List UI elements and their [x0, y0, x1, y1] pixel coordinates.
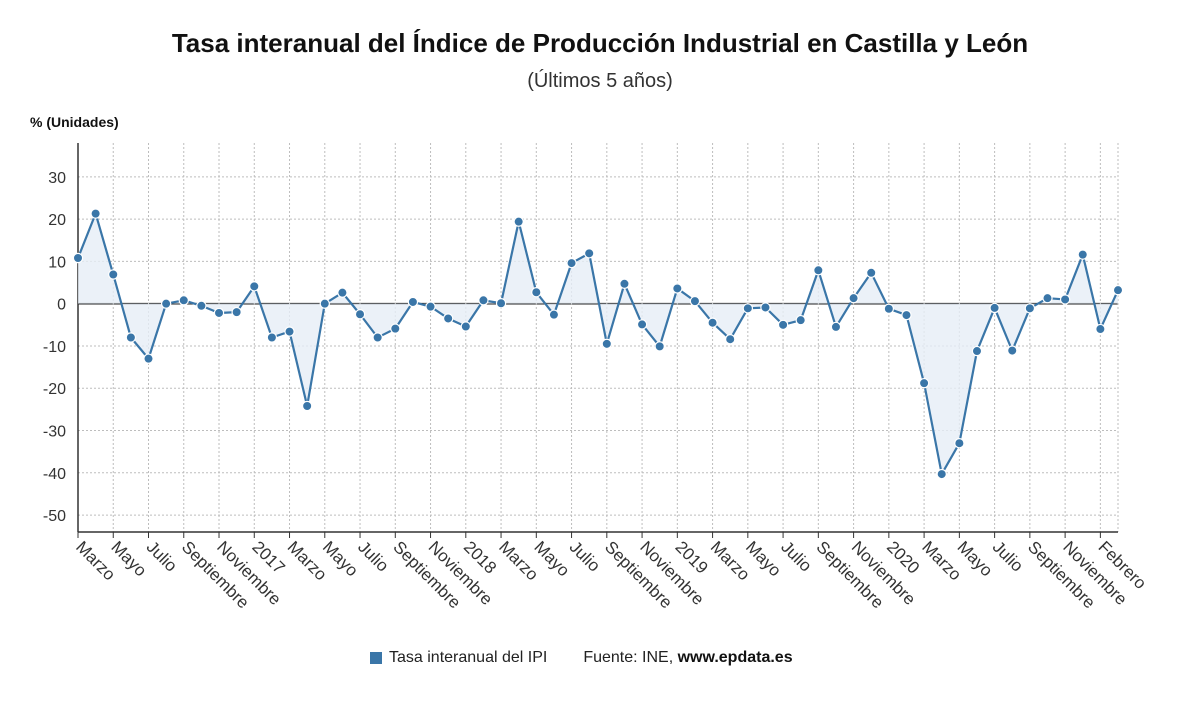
data-point: [337, 287, 348, 298]
data-point: [495, 298, 507, 309]
x-tick-label: Julio: [354, 537, 392, 575]
data-point: [707, 317, 718, 328]
source-site: www.epdata.es: [677, 649, 793, 666]
chart-title: Tasa interanual del Índice de Producción…: [171, 28, 1029, 58]
data-point: [72, 252, 84, 264]
data-point: [213, 307, 225, 319]
y-axis-label: % (Unidades): [30, 114, 119, 130]
series-line: [76, 212, 1120, 476]
data-point: [1059, 294, 1071, 305]
data-point: [143, 353, 154, 364]
data-point: [601, 338, 613, 350]
data-point: [531, 287, 542, 298]
data-point: [566, 257, 577, 269]
data-point: [407, 296, 419, 308]
x-tick-label: Marzo: [72, 537, 119, 584]
data-point: [1042, 292, 1053, 304]
x-tick-label: Marzo: [918, 537, 965, 584]
data-point: [866, 267, 877, 279]
data-point: [390, 323, 401, 334]
x-tick-label: Julio: [566, 537, 604, 575]
data-point: [918, 377, 930, 389]
x-tick-label: Julio: [777, 537, 815, 575]
data-point: [249, 281, 260, 292]
y-tick-label: -30: [43, 424, 66, 441]
y-tick-label: 20: [48, 212, 66, 229]
y-tick-label: -20: [43, 381, 66, 398]
data-point: [319, 298, 330, 309]
data-point: [1112, 284, 1124, 296]
data-point: [231, 306, 242, 318]
data-point: [830, 321, 842, 333]
y-tick-label: 0: [57, 297, 66, 314]
data-point: [266, 332, 278, 343]
y-tick-label: 30: [48, 170, 66, 187]
data-point: [1077, 249, 1088, 260]
data-point: [848, 292, 859, 304]
data-point: [1007, 345, 1018, 356]
data-point: [936, 468, 947, 480]
data-point: [90, 208, 101, 219]
y-tick-label: -40: [43, 466, 66, 483]
data-point: [954, 438, 965, 449]
data-point: [583, 248, 595, 259]
data-point: [689, 295, 701, 307]
data-point: [354, 309, 366, 320]
data-point: [372, 332, 383, 343]
data-point: [478, 295, 489, 306]
data-point: [742, 303, 754, 314]
data-point: [795, 314, 806, 326]
data-point: [971, 345, 983, 357]
data-point: [636, 319, 648, 330]
data-point: [989, 302, 1000, 314]
x-tick-label: Marzo: [495, 537, 542, 584]
data-point: [284, 326, 295, 337]
data-point: [883, 303, 895, 314]
y-tick-label: -10: [43, 339, 66, 356]
data-point: [901, 309, 912, 321]
data-point: [196, 300, 207, 311]
y-tick-label: 10: [48, 254, 66, 271]
data-point: [460, 321, 471, 332]
data-point: [725, 333, 736, 345]
data-point: [654, 341, 665, 352]
data-point: [425, 301, 436, 312]
x-tick-label: Julio: [143, 537, 181, 575]
source-note: Fuente: INE, www.epdata.es: [583, 649, 792, 667]
data-point: [1095, 323, 1106, 335]
legend: Tasa interanual del IPI Fuente: INE, www…: [370, 649, 793, 667]
x-tick-label: Marzo: [284, 537, 331, 584]
data-point: [108, 269, 119, 280]
data-point: [548, 309, 560, 320]
x-tick-label: Julio: [989, 537, 1027, 575]
data-point: [619, 278, 630, 290]
x-tick-label: Marzo: [707, 537, 754, 584]
data-point: [160, 298, 172, 309]
data-point: [301, 400, 313, 412]
data-point: [513, 216, 524, 227]
data-point: [178, 295, 189, 306]
chart-subtitle: (Últimos 5 años): [527, 70, 673, 92]
data-point: [442, 313, 454, 324]
data-point: [777, 319, 789, 331]
data-point: [1024, 303, 1036, 314]
data-point: [760, 302, 771, 313]
legend-label: Tasa interanual del IPI: [389, 649, 548, 666]
data-point: [813, 265, 824, 276]
legend-swatch: [370, 652, 382, 664]
y-tick-label: -50: [43, 508, 66, 525]
data-point: [672, 283, 683, 294]
source-prefix: Fuente: INE,: [583, 649, 678, 666]
data-point: [125, 332, 137, 343]
